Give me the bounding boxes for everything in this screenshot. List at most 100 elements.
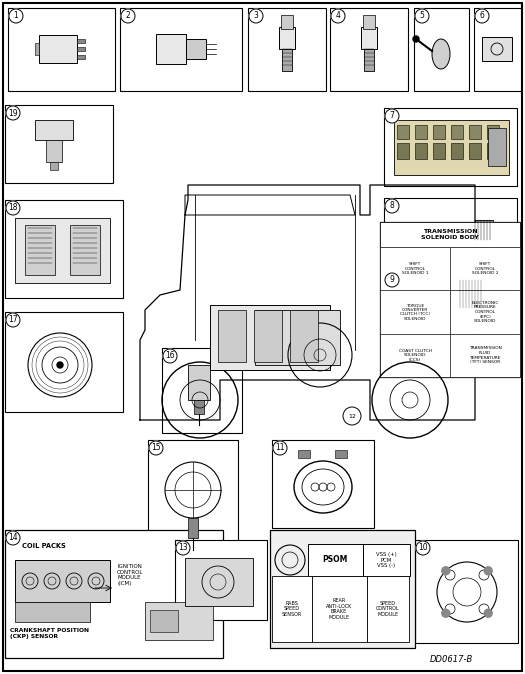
Bar (380, 222, 520, 247)
Bar (255, 310, 340, 365)
Circle shape (413, 36, 419, 42)
Bar (188, 365, 210, 400)
Circle shape (273, 441, 287, 455)
Bar (194, 400, 204, 414)
Circle shape (442, 609, 450, 617)
Text: ELECTRONIC
PRESSURE
CONTROL
(EPC)
SOLENOID: ELECTRONIC PRESSURE CONTROL (EPC) SOLENO… (471, 301, 499, 324)
Bar (5, 105, 113, 183)
Bar (218, 310, 246, 362)
Bar (281, 15, 293, 29)
Circle shape (9, 9, 23, 23)
Bar (415, 143, 427, 159)
Text: TRANSMISSION
SOLENOID BODY: TRANSMISSION SOLENOID BODY (421, 229, 479, 240)
Bar (415, 540, 518, 643)
Bar (8, 8, 115, 91)
Bar (185, 558, 253, 606)
Text: 16: 16 (165, 352, 175, 361)
Bar (475, 220, 493, 240)
Bar (414, 8, 469, 91)
Bar (272, 576, 312, 642)
Circle shape (121, 9, 135, 23)
Bar (39, 35, 77, 63)
Bar (148, 440, 238, 552)
Text: 19: 19 (8, 109, 18, 117)
Bar (405, 285, 505, 303)
Circle shape (163, 349, 177, 363)
Text: SPEED
CONTROL
MODULE: SPEED CONTROL MODULE (376, 601, 400, 617)
Bar (15, 218, 110, 283)
Bar (162, 348, 242, 433)
Circle shape (484, 567, 492, 575)
Bar (248, 8, 326, 91)
Bar (145, 602, 213, 640)
Circle shape (176, 541, 190, 555)
Bar (312, 576, 367, 642)
Text: 15: 15 (151, 443, 161, 452)
Bar (210, 305, 330, 370)
Text: CRANKSHAFT POSITION
(CKP) SENSOR: CRANKSHAFT POSITION (CKP) SENSOR (10, 628, 89, 639)
Circle shape (385, 109, 399, 123)
Text: 1: 1 (14, 11, 18, 20)
Text: 17: 17 (8, 315, 18, 324)
Bar (77, 55, 85, 59)
Text: TORQUE
CONVERTER
CLUTCH (TCC)
SOLENOID: TORQUE CONVERTER CLUTCH (TCC) SOLENOID (400, 303, 430, 321)
Bar (363, 544, 410, 576)
Bar (35, 120, 73, 140)
Bar (175, 540, 267, 620)
Bar (188, 518, 198, 538)
Text: 4: 4 (335, 11, 340, 20)
Bar (335, 450, 347, 458)
Bar (25, 225, 55, 275)
Circle shape (57, 362, 63, 368)
Bar (487, 125, 499, 139)
Text: COAST CLUTCH
SOLENOID
(CCS): COAST CLUTCH SOLENOID (CCS) (398, 348, 432, 362)
Text: IGNITION
CONTROL
MODULE
(ICM): IGNITION CONTROL MODULE (ICM) (117, 563, 143, 586)
Circle shape (416, 541, 430, 555)
Bar (77, 47, 85, 51)
Text: 8: 8 (390, 202, 394, 210)
Bar (397, 143, 409, 159)
Bar (5, 312, 123, 412)
Circle shape (385, 273, 399, 287)
Bar (367, 576, 409, 642)
Text: 7: 7 (390, 111, 394, 121)
Bar (5, 530, 223, 658)
Bar (361, 27, 377, 49)
Bar (433, 125, 445, 139)
Bar (440, 223, 475, 237)
Bar (330, 8, 408, 91)
Text: 5: 5 (419, 11, 424, 20)
Bar (450, 334, 520, 377)
Text: 11: 11 (275, 443, 285, 452)
Bar (380, 290, 450, 334)
Bar (308, 544, 363, 576)
Text: 14: 14 (8, 534, 18, 543)
Text: RABS
SPEED
SENSOR: RABS SPEED SENSOR (282, 601, 302, 617)
Bar (35, 43, 39, 55)
Bar (451, 125, 463, 139)
Bar (77, 39, 85, 43)
Bar (15, 602, 90, 622)
Bar (120, 8, 242, 91)
Text: SHIFT
CONTROL
SOLENOID 2: SHIFT CONTROL SOLENOID 2 (472, 262, 498, 275)
Circle shape (6, 201, 20, 215)
Bar (186, 39, 206, 59)
Circle shape (6, 531, 20, 545)
Bar (487, 143, 499, 159)
Text: 18: 18 (8, 204, 18, 212)
Bar (460, 278, 485, 310)
Text: 9: 9 (390, 276, 394, 284)
Text: 2: 2 (125, 11, 130, 20)
Ellipse shape (432, 39, 450, 69)
Circle shape (415, 9, 429, 23)
Circle shape (484, 609, 492, 617)
Bar (469, 143, 481, 159)
Bar (451, 143, 463, 159)
Bar (380, 334, 450, 377)
Bar (50, 162, 58, 170)
Circle shape (475, 9, 489, 23)
Circle shape (149, 441, 163, 455)
Bar (5, 200, 123, 298)
Circle shape (6, 313, 20, 327)
Bar (70, 225, 100, 275)
